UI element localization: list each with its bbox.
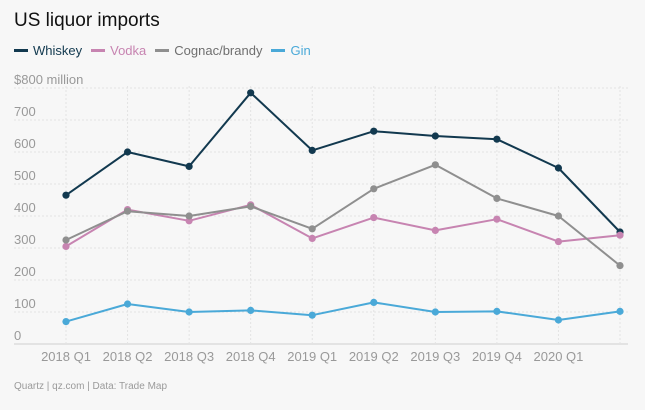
data-point-cognac-brandy <box>185 212 193 220</box>
data-point-whiskey <box>370 127 378 135</box>
y-tick-label: 300 <box>14 232 36 247</box>
legend-swatch-vodka <box>91 49 106 52</box>
data-point-vodka <box>370 214 378 222</box>
x-tick-label: 2019 Q2 <box>349 349 399 364</box>
series-line-cognac-brandy <box>65 163 621 267</box>
data-point-cognac-brandy <box>616 262 624 270</box>
data-point-cognac-brandy <box>308 225 316 233</box>
y-tick-label: 500 <box>14 168 36 183</box>
data-point-gin <box>247 306 255 314</box>
source-footer: Quartz | qz.com | Data: Trade Map <box>14 381 168 392</box>
x-tick-label: 2019 Q4 <box>472 349 522 364</box>
data-point-cognac-brandy <box>554 212 563 220</box>
legend-label-vodka: Vodka <box>110 43 147 58</box>
data-point-gin <box>123 300 132 308</box>
x-tick-label: 2020 Q1 <box>534 349 584 364</box>
data-point-cognac-brandy <box>493 194 501 202</box>
legend-label-gin: Gin <box>290 43 311 58</box>
series-line-whiskey <box>65 91 621 233</box>
x-tick-label: 2018 Q2 <box>103 349 153 364</box>
data-point-gin <box>308 311 316 319</box>
y-tick-label: 600 <box>14 136 36 151</box>
data-point-cognac-brandy <box>62 236 70 244</box>
data-point-vodka <box>616 231 624 239</box>
series-line-gin <box>65 301 621 323</box>
legend-item-gin: Gin <box>271 43 311 58</box>
data-point-whiskey <box>308 146 316 154</box>
data-point-gin <box>431 308 439 316</box>
legend-swatch-whiskey <box>14 49 28 52</box>
y-tick-label: 0 <box>14 328 21 343</box>
x-tick-label: 2018 Q3 <box>164 349 214 364</box>
legend-item-cognac-brandy: Cognac/brandy <box>155 43 262 58</box>
data-point-whiskey <box>247 89 255 97</box>
data-point-vodka <box>308 234 316 242</box>
chart-title: US liquor imports <box>14 10 160 31</box>
data-point-whiskey <box>123 148 132 156</box>
data-point-whiskey <box>554 164 563 172</box>
legend-swatch-gin <box>271 49 286 52</box>
data-point-gin <box>370 298 378 306</box>
x-tick-label: 2019 Q3 <box>410 349 460 364</box>
x-tick-label: 2018 Q4 <box>226 349 276 364</box>
data-point-whiskey <box>431 132 439 140</box>
data-point-gin <box>616 307 624 315</box>
data-point-vodka <box>493 215 501 223</box>
data-point-whiskey <box>493 135 501 143</box>
data-point-whiskey <box>62 191 70 199</box>
data-point-cognac-brandy <box>370 185 378 193</box>
data-point-vodka <box>431 226 439 234</box>
data-point-gin <box>554 316 563 324</box>
data-point-gin <box>493 307 501 315</box>
legend-swatch-cognac-brandy <box>155 49 170 52</box>
data-point-gin <box>62 318 70 326</box>
y-tick-label: 200 <box>14 264 36 279</box>
y-tick-label: 700 <box>14 104 36 119</box>
y-tick-label: $800 million <box>14 72 83 87</box>
legend-label-whiskey: Whiskey <box>33 43 83 58</box>
data-point-cognac-brandy <box>431 161 439 169</box>
y-tick-label: 100 <box>14 296 36 311</box>
x-tick-label: 2019 Q1 <box>287 349 337 364</box>
chart-legend: Whiskey Vodka Cognac/brandy Gin <box>14 43 320 58</box>
data-point-vodka <box>554 238 563 246</box>
data-point-gin <box>185 308 193 316</box>
y-tick-label: 400 <box>14 200 36 215</box>
data-point-whiskey <box>185 162 193 170</box>
data-point-cognac-brandy <box>247 202 255 210</box>
data-point-cognac-brandy <box>123 207 132 215</box>
legend-label-cognac-brandy: Cognac/brandy <box>174 43 263 58</box>
legend-item-vodka: Vodka <box>91 43 146 58</box>
legend-item-whiskey: Whiskey <box>14 43 82 58</box>
series-line-vodka <box>65 203 621 248</box>
data-point-vodka <box>62 242 70 250</box>
x-tick-label: 2018 Q1 <box>41 349 91 364</box>
